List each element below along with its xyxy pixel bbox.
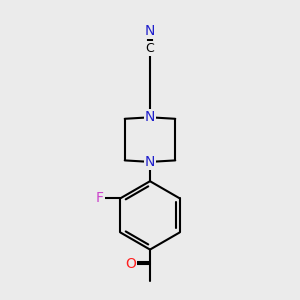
Text: N: N <box>145 155 155 169</box>
Text: O: O <box>125 257 136 272</box>
Text: N: N <box>145 24 155 38</box>
Text: F: F <box>96 191 104 205</box>
Text: N: N <box>145 110 155 124</box>
Text: C: C <box>146 42 154 56</box>
